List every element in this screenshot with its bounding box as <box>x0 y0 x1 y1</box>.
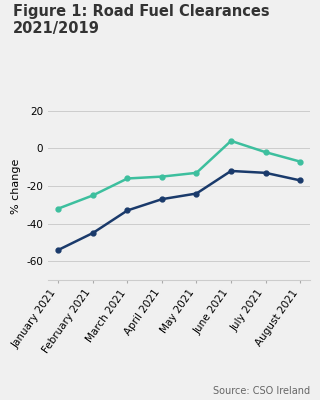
Unleaded Petrol <box>91 230 95 235</box>
Unleaded Petrol <box>56 248 60 252</box>
Autodiesel <box>160 174 164 179</box>
Text: Source: CSO Ireland: Source: CSO Ireland <box>213 386 310 396</box>
Text: Figure 1: Road Fuel Clearances
2021/2019: Figure 1: Road Fuel Clearances 2021/2019 <box>13 4 269 36</box>
Unleaded Petrol <box>229 168 233 173</box>
Unleaded Petrol <box>125 208 129 213</box>
Y-axis label: % change: % change <box>11 158 21 214</box>
Autodiesel <box>91 193 95 198</box>
Autodiesel <box>264 150 268 154</box>
Autodiesel <box>56 206 60 211</box>
Unleaded Petrol <box>160 197 164 202</box>
Autodiesel <box>298 159 302 164</box>
Autodiesel <box>195 170 198 175</box>
Autodiesel <box>229 138 233 143</box>
Line: Unleaded Petrol: Unleaded Petrol <box>56 168 302 252</box>
Autodiesel <box>125 176 129 181</box>
Line: Autodiesel: Autodiesel <box>56 138 302 211</box>
Unleaded Petrol <box>298 178 302 183</box>
Unleaded Petrol <box>195 191 198 196</box>
Unleaded Petrol <box>264 170 268 175</box>
